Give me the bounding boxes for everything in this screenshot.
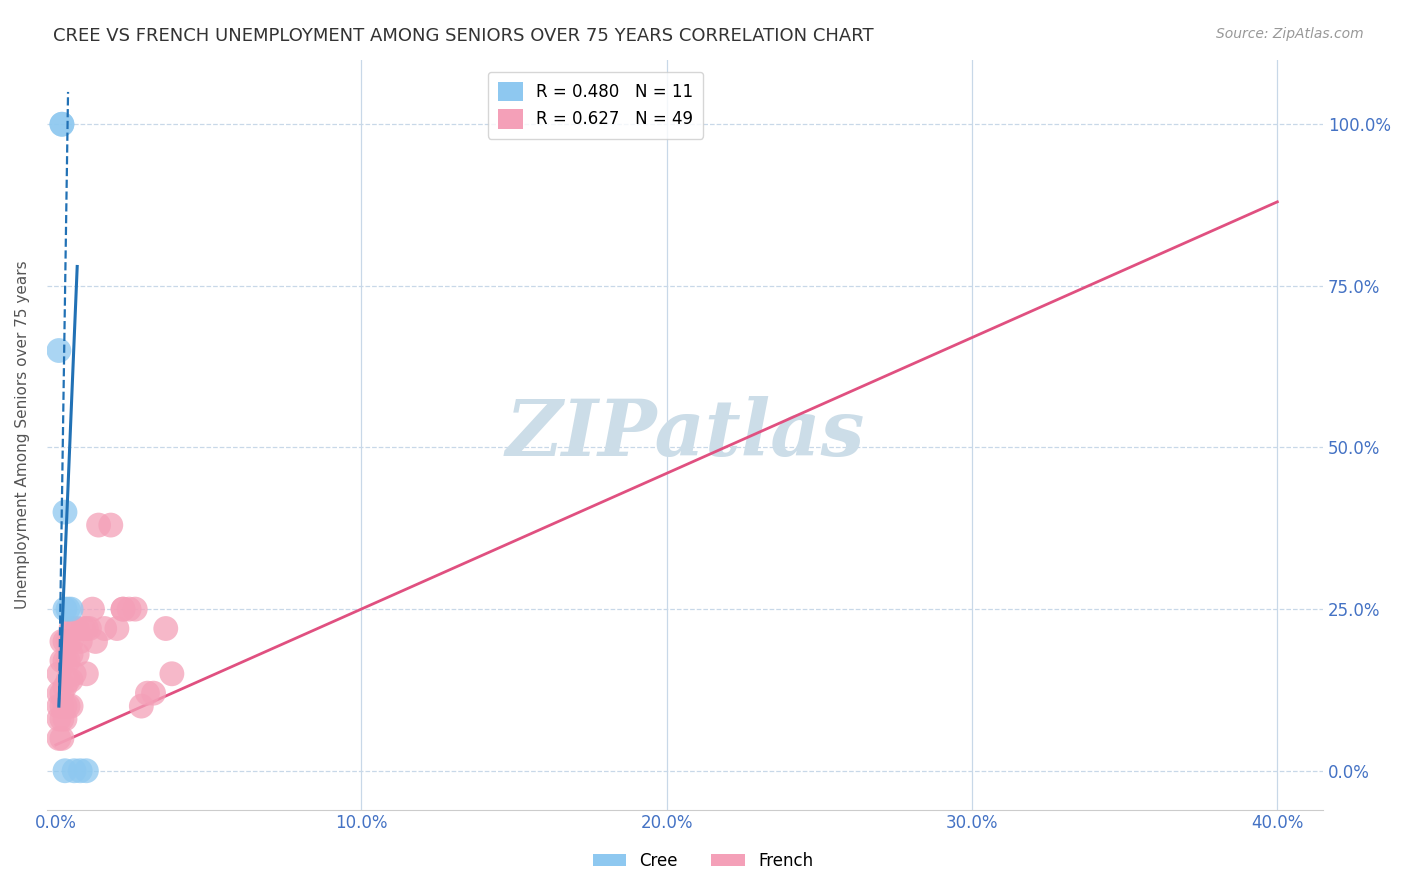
Point xyxy=(53,634,76,648)
Point xyxy=(118,602,141,616)
Point xyxy=(56,602,79,616)
Point xyxy=(93,622,115,636)
Point xyxy=(82,602,104,616)
Point xyxy=(48,666,70,681)
Point xyxy=(75,764,97,778)
Text: Source: ZipAtlas.com: Source: ZipAtlas.com xyxy=(1216,27,1364,41)
Point xyxy=(69,634,91,648)
Point xyxy=(111,602,134,616)
Text: CREE VS FRENCH UNEMPLOYMENT AMONG SENIORS OVER 75 YEARS CORRELATION CHART: CREE VS FRENCH UNEMPLOYMENT AMONG SENIOR… xyxy=(53,27,875,45)
Point xyxy=(51,634,73,648)
Point xyxy=(53,654,76,668)
Point xyxy=(124,602,146,616)
Point xyxy=(51,117,73,131)
Point xyxy=(60,634,83,648)
Point xyxy=(160,666,183,681)
Point xyxy=(51,654,73,668)
Point xyxy=(51,712,73,726)
Point xyxy=(155,622,177,636)
Point xyxy=(142,686,165,700)
Point xyxy=(87,518,110,533)
Point xyxy=(48,712,70,726)
Point xyxy=(66,622,89,636)
Point xyxy=(75,666,97,681)
Point xyxy=(66,648,89,662)
Point xyxy=(53,505,76,519)
Point xyxy=(60,648,83,662)
Point xyxy=(63,666,86,681)
Point xyxy=(111,602,134,616)
Point xyxy=(60,622,83,636)
Point xyxy=(48,686,70,700)
Point xyxy=(84,634,107,648)
Point xyxy=(136,686,159,700)
Point xyxy=(53,680,76,694)
Legend: Cree, French: Cree, French xyxy=(586,846,820,877)
Point xyxy=(131,699,153,714)
Point xyxy=(72,622,94,636)
Point xyxy=(79,622,101,636)
Point xyxy=(63,764,86,778)
Point xyxy=(56,673,79,688)
Point xyxy=(51,117,73,131)
Point xyxy=(51,731,73,746)
Point xyxy=(105,622,128,636)
Point xyxy=(48,343,70,358)
Y-axis label: Unemployment Among Seniors over 75 years: Unemployment Among Seniors over 75 years xyxy=(15,260,30,609)
Point xyxy=(53,699,76,714)
Point xyxy=(63,622,86,636)
Point xyxy=(56,654,79,668)
Point xyxy=(53,764,76,778)
Legend: R = 0.480   N = 11, R = 0.627   N = 49: R = 0.480 N = 11, R = 0.627 N = 49 xyxy=(488,71,703,138)
Point xyxy=(60,673,83,688)
Point xyxy=(60,602,83,616)
Point xyxy=(51,699,73,714)
Point xyxy=(53,602,76,616)
Point xyxy=(60,699,83,714)
Point xyxy=(75,622,97,636)
Point xyxy=(53,712,76,726)
Text: ZIPatlas: ZIPatlas xyxy=(505,396,865,473)
Point xyxy=(69,764,91,778)
Point xyxy=(51,686,73,700)
Point xyxy=(56,699,79,714)
Point xyxy=(48,699,70,714)
Point xyxy=(56,634,79,648)
Point xyxy=(48,731,70,746)
Point xyxy=(100,518,122,533)
